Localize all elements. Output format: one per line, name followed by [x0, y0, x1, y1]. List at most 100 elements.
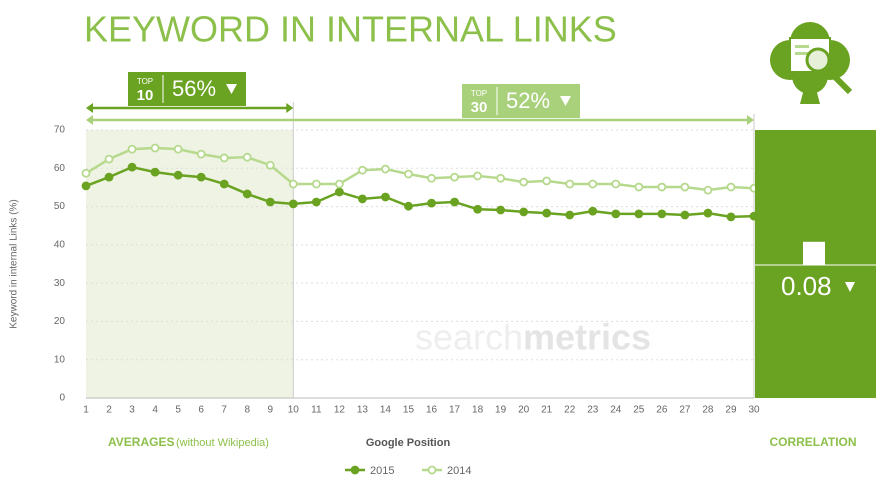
x-tick-label: 16 — [426, 405, 438, 416]
data-point — [611, 209, 621, 219]
data-point — [726, 212, 736, 222]
x-tick-label: 13 — [357, 405, 369, 416]
data-point — [657, 209, 667, 219]
data-point — [173, 170, 183, 180]
data-point — [588, 206, 598, 216]
x-tick-label: 30 — [748, 405, 760, 416]
data-point — [450, 197, 459, 207]
x-tick-label: 26 — [656, 405, 668, 416]
y-axis-label: Keyword in internal Links (%) — [9, 199, 20, 329]
top-label: TOP — [137, 77, 153, 86]
legend-marker — [350, 465, 360, 475]
x-tick-label: 1 — [83, 405, 89, 416]
x-tick-label: 25 — [633, 405, 645, 416]
data-point — [450, 172, 459, 182]
data-point — [358, 194, 367, 204]
y-tick-label: 0 — [59, 393, 65, 404]
data-point — [104, 154, 114, 164]
data-point — [288, 199, 298, 209]
legend-label: 2015 — [370, 465, 394, 477]
x-tick-label: 29 — [725, 405, 737, 416]
x-tick-label: 9 — [267, 405, 273, 416]
y-tick-label: 70 — [54, 125, 66, 136]
data-point — [265, 197, 275, 207]
data-point — [542, 208, 552, 218]
data-point — [519, 207, 529, 217]
x-tick-label: 17 — [449, 405, 461, 416]
x-tick-label: 11 — [311, 405, 322, 416]
averages-label: AVERAGES — [108, 435, 174, 449]
x-axis-label: Google Position — [366, 437, 451, 449]
x-tick-label: 23 — [587, 405, 599, 416]
x-tick-label: 18 — [472, 405, 484, 416]
x-tick-label: 5 — [175, 405, 181, 416]
data-point — [680, 182, 690, 192]
data-point — [404, 201, 413, 211]
data-point — [334, 179, 344, 189]
y-tick-label: 60 — [54, 163, 66, 174]
data-point — [404, 169, 413, 179]
average-box — [462, 84, 580, 118]
data-point — [519, 177, 529, 187]
y-tick-label: 30 — [54, 278, 66, 289]
data-point — [219, 179, 229, 189]
data-point — [427, 198, 436, 208]
data-point — [358, 165, 367, 175]
logo-icon — [770, 22, 853, 104]
chart-title: KEYWORD IN INTERNAL LINKS — [84, 9, 617, 50]
data-point — [565, 179, 575, 189]
data-point — [565, 210, 575, 220]
top10-region — [86, 130, 294, 398]
data-point — [634, 182, 644, 192]
down-arrow — [845, 282, 855, 292]
data-point — [127, 162, 137, 172]
data-point — [150, 167, 160, 177]
rank-label: 10 — [137, 87, 154, 104]
x-tick-label: 24 — [610, 405, 622, 416]
y-tick-label: 40 — [54, 239, 66, 250]
x-tick-label: 22 — [564, 405, 576, 416]
data-point — [219, 153, 229, 163]
x-tick-label: 4 — [152, 405, 158, 416]
data-point — [196, 172, 206, 182]
data-point — [242, 189, 252, 199]
watermark: search — [415, 317, 523, 358]
data-point — [196, 149, 206, 159]
x-tick-label: 8 — [244, 405, 250, 416]
data-point — [588, 179, 598, 189]
data-point — [311, 197, 321, 207]
y-tick-label: 50 — [54, 201, 66, 212]
data-point — [703, 185, 713, 195]
data-point — [381, 164, 390, 174]
correlation-value: 0.08 — [781, 271, 832, 301]
data-point — [150, 143, 160, 153]
rank-label: 30 — [471, 99, 488, 116]
data-point — [542, 176, 552, 186]
x-tick-label: 10 — [288, 405, 300, 416]
data-point — [127, 144, 137, 154]
data-point — [496, 173, 506, 183]
data-point — [496, 205, 506, 215]
legend-label: 2014 — [447, 465, 471, 477]
watermark: metrics — [523, 317, 651, 358]
data-point — [611, 179, 621, 189]
data-point — [703, 208, 713, 218]
x-tick-label: 14 — [380, 405, 392, 416]
x-tick-label: 6 — [198, 405, 204, 416]
data-point — [381, 192, 390, 202]
data-point — [265, 160, 275, 170]
data-point — [473, 171, 482, 181]
average-box — [128, 72, 246, 106]
down-arrow — [226, 84, 237, 94]
y-tick-label: 20 — [54, 316, 66, 327]
x-tick-label: 19 — [495, 405, 507, 416]
y-tick-label: 10 — [54, 354, 66, 365]
data-point — [634, 209, 644, 219]
data-point — [334, 187, 344, 197]
data-point — [81, 168, 91, 178]
data-point — [173, 144, 183, 154]
data-point — [680, 210, 690, 220]
average-value: 56% — [172, 76, 216, 101]
down-arrow — [560, 96, 571, 106]
